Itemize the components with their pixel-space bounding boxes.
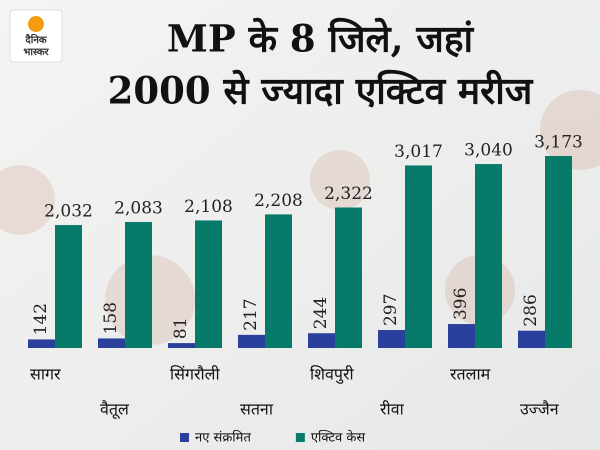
- bar: [238, 334, 265, 348]
- value-label: 2,322: [324, 184, 373, 204]
- bar: [28, 339, 55, 348]
- brand-text: दैनिक: [24, 33, 47, 46]
- value-label: 297: [381, 294, 401, 326]
- legend-swatch: [180, 433, 189, 442]
- x-tick-label: उज्जैन: [520, 400, 560, 419]
- legend-label: नए संक्रमित: [195, 430, 251, 446]
- value-label: 217: [241, 298, 261, 330]
- bar: [448, 324, 475, 348]
- x-tick-label: सतना: [240, 400, 274, 419]
- bar: [168, 343, 195, 348]
- bar: [308, 333, 335, 348]
- value-label: 2,108: [184, 197, 233, 217]
- chart-title: MP के 8 जिले, जहां: [167, 17, 475, 61]
- legend-swatch: [295, 433, 305, 442]
- bar: [125, 221, 152, 348]
- value-label: 244: [311, 297, 331, 329]
- value-label: 286: [521, 294, 541, 326]
- legend-label: एक्टिव केस: [311, 430, 366, 446]
- value-label: 142: [31, 303, 51, 335]
- bar: [378, 330, 405, 348]
- bar: [265, 214, 292, 348]
- bar: [475, 164, 502, 348]
- brand-text: भास्कर: [23, 47, 49, 58]
- value-label: 3,173: [534, 133, 583, 153]
- value-label: 81: [171, 317, 191, 339]
- value-label: 2,032: [44, 202, 93, 222]
- x-tick-label: शिवपुरी: [310, 365, 355, 385]
- bar: [518, 330, 545, 348]
- value-label: 396: [451, 288, 471, 320]
- value-label: 158: [101, 302, 121, 334]
- bar: [335, 207, 362, 348]
- value-label: 3,040: [464, 141, 513, 161]
- x-tick-label: वैतूल: [100, 400, 130, 420]
- x-tick-label: सागर: [30, 365, 61, 384]
- value-label: 2,083: [114, 198, 163, 218]
- x-tick-label: रीवा: [380, 400, 405, 419]
- bar: [405, 165, 432, 348]
- x-tick-label: सिंगरौली: [170, 365, 221, 384]
- value-label: 2,208: [254, 191, 303, 211]
- x-tick-label: रतलाम: [450, 365, 491, 384]
- brand-logo: दैनिक भास्कर: [9, 9, 63, 63]
- bar: [55, 225, 82, 348]
- bar: [98, 338, 125, 348]
- bar: [545, 156, 572, 348]
- chart-title: 2000 से ज्यादा एक्टिव मरीज: [108, 69, 534, 113]
- bar: [195, 220, 222, 348]
- value-label: 3,017: [394, 142, 443, 162]
